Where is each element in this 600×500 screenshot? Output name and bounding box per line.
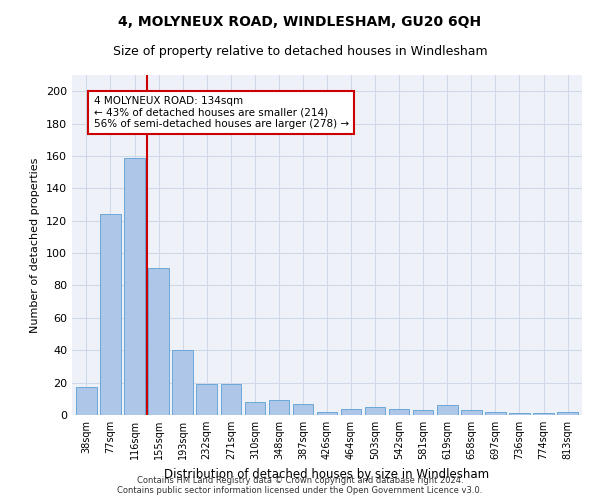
Text: Size of property relative to detached houses in Windlesham: Size of property relative to detached ho… (113, 45, 487, 58)
Bar (124, 158, 145, 415)
Bar (317, 412, 337, 415)
Text: Contains HM Land Registry data © Crown copyright and database right 2024.: Contains HM Land Registry data © Crown c… (137, 476, 463, 485)
Text: 4, MOLYNEUX ROAD, WINDLESHAM, GU20 6QH: 4, MOLYNEUX ROAD, WINDLESHAM, GU20 6QH (118, 15, 482, 29)
Bar (196, 384, 217, 415)
Bar (461, 410, 482, 415)
Bar (533, 414, 554, 415)
Bar (365, 407, 385, 415)
Y-axis label: Number of detached properties: Number of detached properties (31, 158, 40, 332)
Text: Contains public sector information licensed under the Open Government Licence v3: Contains public sector information licen… (118, 486, 482, 495)
X-axis label: Distribution of detached houses by size in Windlesham: Distribution of detached houses by size … (164, 468, 490, 480)
Bar (485, 412, 506, 415)
Bar (245, 402, 265, 415)
Bar (148, 268, 169, 415)
Bar (437, 406, 458, 415)
Bar (557, 412, 578, 415)
Bar (509, 414, 530, 415)
Bar (341, 408, 361, 415)
Bar (293, 404, 313, 415)
Bar (221, 384, 241, 415)
Bar (172, 350, 193, 415)
Bar (389, 408, 409, 415)
Bar (100, 214, 121, 415)
Bar (413, 410, 433, 415)
Text: 4 MOLYNEUX ROAD: 134sqm
← 43% of detached houses are smaller (214)
56% of semi-d: 4 MOLYNEUX ROAD: 134sqm ← 43% of detache… (94, 96, 349, 129)
Bar (76, 388, 97, 415)
Bar (269, 400, 289, 415)
